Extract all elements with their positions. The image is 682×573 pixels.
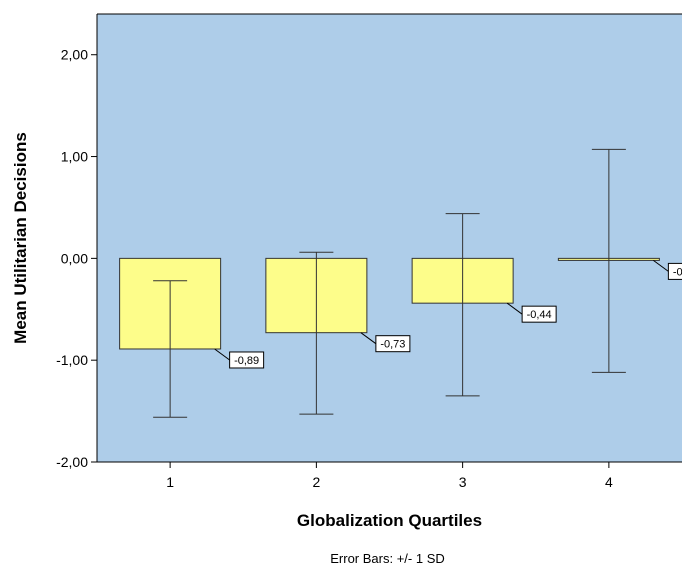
axes-layer: -2,00 -1,00 0,00 1,00 2,00 1 2 3 4 [56,13,682,490]
data-label-4: -0,02 [653,259,682,280]
x-tick-label: 1 [166,474,174,490]
data-label-leader [506,302,523,315]
data-labels-layer: -0,89 -0,73 -0,44 -0,02 [214,259,682,369]
y-tick-label: 1,00 [61,149,88,165]
data-label-leader [653,259,669,272]
y-axis-title: Mean Utilitarian Decisions [11,132,30,344]
x-tick-label: 2 [312,474,320,490]
error-bars-footnote: Error Bars: +/- 1 SD [330,551,445,566]
data-label-box [521,305,557,323]
data-label-text: -0,89 [234,355,259,367]
data-label-2: -0,73 [360,332,411,353]
y-tick-label: -2,00 [56,454,88,470]
error-bar-3 [445,213,480,397]
data-label-box [667,262,682,280]
y-tick-label: 2,00 [61,47,88,63]
x-tick-label: 3 [459,474,467,490]
data-label-3: -0,44 [506,302,557,323]
data-label-box [375,335,411,353]
error-bar-1 [153,280,188,418]
y-tick-label: -1,00 [56,352,88,368]
data-label-leader [360,332,377,345]
error-bar-4 [591,148,626,373]
x-axis-title: Globalization Quartiles [297,511,482,530]
x-tick-label: 4 [605,474,613,490]
data-label-text: -0,44 [527,309,552,321]
data-label-1: -0,89 [214,348,265,369]
error-bar-2 [299,251,334,415]
data-label-box [229,351,265,369]
plot-area-background [97,14,682,462]
data-label-text: -0,73 [380,339,405,351]
data-label-text: -0,02 [673,266,682,278]
y-tick-label: 0,00 [61,250,88,266]
data-label-leader [214,348,230,361]
error-bars-layer [153,148,626,418]
